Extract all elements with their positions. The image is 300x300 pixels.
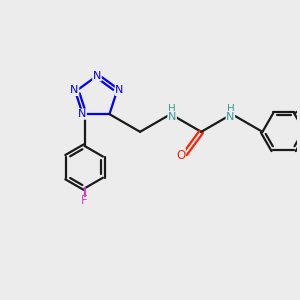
Text: O: O: [176, 149, 185, 162]
Text: N: N: [168, 112, 176, 122]
Text: F: F: [81, 194, 88, 207]
Text: N: N: [70, 85, 79, 95]
Text: N: N: [78, 109, 86, 119]
Text: H: H: [168, 104, 176, 114]
Text: N: N: [115, 85, 124, 95]
Text: H: H: [226, 104, 234, 114]
Text: N: N: [226, 112, 235, 122]
Text: N: N: [93, 71, 101, 81]
